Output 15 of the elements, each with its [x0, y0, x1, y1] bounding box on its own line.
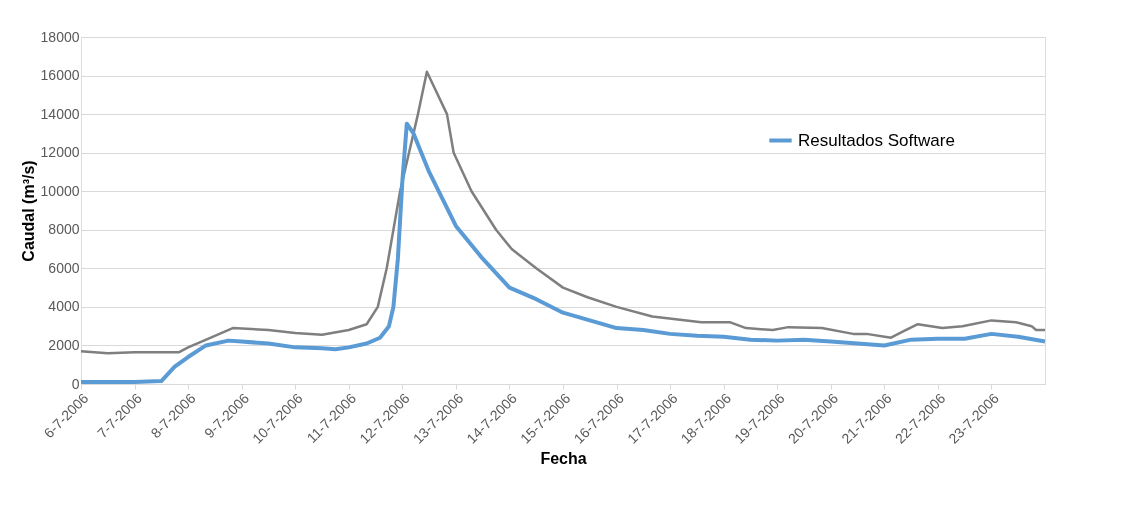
- y-tick-label: 14000: [40, 105, 80, 122]
- y-tick-label: 10000: [40, 182, 80, 199]
- legend-label: Resultados Software: [798, 130, 955, 150]
- y-tick-label: 8000: [48, 221, 80, 238]
- y-tick-label: 2000: [48, 336, 80, 353]
- x-axis-title: Fecha: [540, 449, 587, 467]
- y-tick-label: 6000: [48, 259, 80, 276]
- y-tick-label: 16000: [40, 67, 80, 84]
- line-series: [79, 121, 1047, 385]
- line-series: [79, 70, 1047, 355]
- y-tick-label: 4000: [48, 298, 80, 315]
- y-tick-label: 12000: [40, 144, 80, 161]
- y-tick-label: 0: [71, 375, 80, 392]
- y-axis-title: Caudal (m³/s): [19, 160, 37, 262]
- y-tick-label: 18000: [40, 28, 80, 45]
